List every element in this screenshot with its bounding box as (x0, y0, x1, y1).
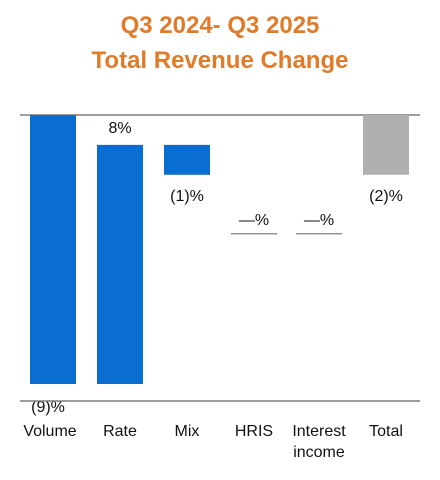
category-label: income (293, 444, 345, 461)
bar (30, 115, 76, 384)
data-label: (1)% (170, 188, 204, 205)
category-label: Interest (292, 423, 346, 440)
bar (164, 144, 210, 175)
chart-subtitle: Total Revenue Change (91, 47, 349, 74)
bar-total (363, 115, 409, 175)
category-label: Mix (175, 423, 200, 440)
category-label: Volume (23, 423, 76, 440)
category-label: Rate (103, 423, 137, 440)
category-label: HRIS (235, 423, 273, 440)
data-label: (2)% (369, 188, 403, 205)
category-label: Total (369, 423, 403, 440)
chart-title: Q3 2024- Q3 2025 (120, 12, 320, 39)
data-label: —% (304, 212, 334, 229)
data-label: (9)% (31, 399, 65, 416)
data-label: 8% (108, 120, 131, 137)
bar (97, 144, 143, 384)
data-label: —% (239, 212, 269, 229)
